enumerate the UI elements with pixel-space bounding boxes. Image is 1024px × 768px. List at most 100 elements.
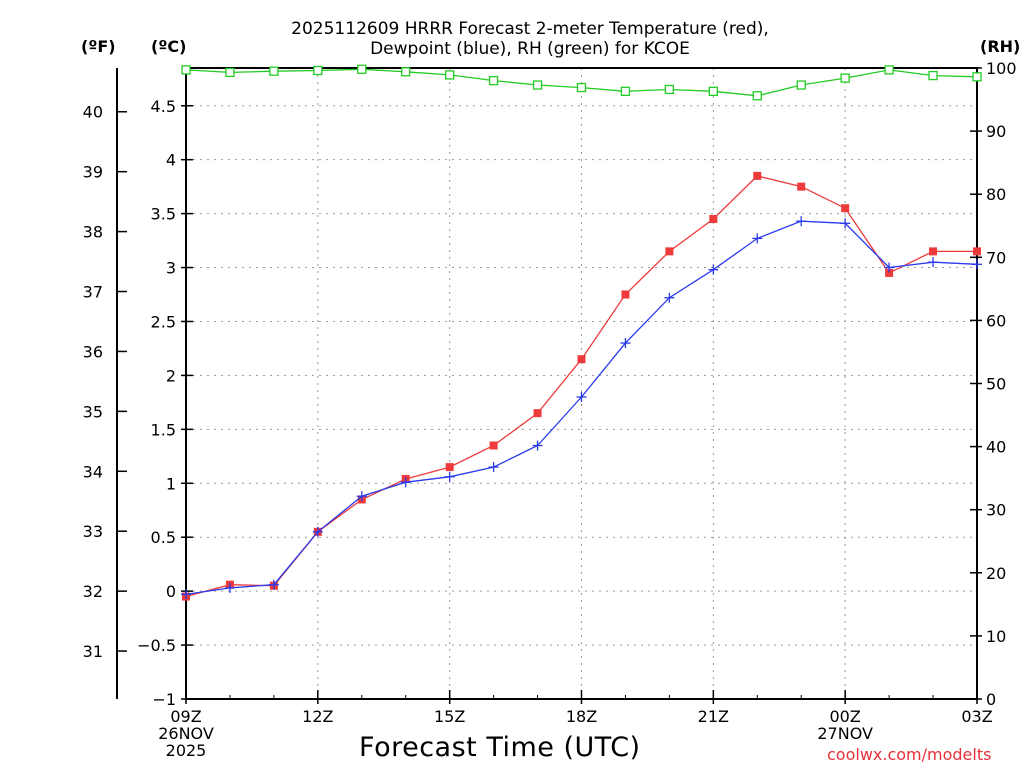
fahrenheit-tick-label: 34 <box>83 462 103 481</box>
rh-point <box>225 67 235 78</box>
time-tick-label: 09Z <box>170 707 201 726</box>
temperature-point <box>445 463 454 472</box>
celsius-tick-label: 1 <box>166 474 176 493</box>
temperature-point <box>489 441 498 450</box>
celsius-tick-label: −1 <box>152 690 176 709</box>
dewpoint-point <box>224 582 235 593</box>
dewpoint-point <box>444 471 455 482</box>
fahrenheit-tick-label: 32 <box>83 582 103 601</box>
source-credit: coolwx.com/modelts <box>827 745 992 764</box>
dewpoint-point <box>708 264 719 275</box>
dewpoint-point <box>400 477 411 488</box>
rh-point <box>928 70 938 81</box>
dewpoint-point <box>752 233 763 244</box>
rh-axis: 0 10 20 30 40 50 60 70 80 90 100 <box>970 59 1017 709</box>
time-tick-label: 15Z <box>434 707 465 726</box>
dewpoint-point <box>664 292 675 303</box>
time-tick-label: 00Z <box>830 707 861 726</box>
rh-point <box>796 80 806 90</box>
dewpoint-point <box>312 526 323 537</box>
rh-point <box>664 84 675 95</box>
rh-tick-label: 60 <box>986 311 1006 330</box>
rh-point <box>445 70 455 80</box>
temperature-point <box>709 215 718 224</box>
rh-point <box>620 86 631 96</box>
dewpoint-point <box>972 259 982 270</box>
fahrenheit-tick-label: 38 <box>83 223 103 242</box>
rh-tick-label: 30 <box>986 501 1006 520</box>
time-tick-label: 27NOV <box>817 724 873 743</box>
fahrenheit-tick-label: 39 <box>83 163 103 182</box>
rh-tick-label: 90 <box>986 122 1006 141</box>
celsius-axis: −1 −0.5 0 0.5 1 1.5 2 2.5 3 3.5 4 4.5 <box>137 97 193 709</box>
celsius-tick-label: 4.5 <box>151 97 176 116</box>
dewpoint-point <box>356 491 367 502</box>
fahrenheit-tick-label: 36 <box>83 342 103 361</box>
rh-tick-label: 20 <box>986 564 1006 583</box>
chart-title-line-2: Dewpoint (blue), RH (green) for KCOE <box>370 39 690 59</box>
rh-tick-label: 80 <box>986 185 1006 204</box>
fahrenheit-tick-label: 33 <box>83 522 103 541</box>
rh-point <box>181 65 191 75</box>
time-tick-label: 2025 <box>166 741 207 760</box>
temperature-point <box>665 247 674 256</box>
fahrenheit-tick-label: 35 <box>83 402 103 421</box>
temperature-point <box>929 247 938 256</box>
rh-tick-label: 40 <box>986 438 1006 457</box>
celsius-tick-label: 3 <box>166 259 176 278</box>
time-tick-label: 26NOV <box>158 724 214 743</box>
temperature-point <box>885 268 894 277</box>
data-series <box>181 64 982 601</box>
rh-point <box>576 82 587 93</box>
rh-point <box>752 91 762 101</box>
celsius-axis-unit: (ºC) <box>151 37 187 56</box>
rh-axis-unit: (RH) <box>980 37 1021 56</box>
celsius-tick-label: 2.5 <box>151 312 176 331</box>
rh-point <box>401 67 411 77</box>
celsius-tick-label: 4 <box>166 151 176 170</box>
celsius-tick-label: 0.5 <box>151 528 176 547</box>
temperature-point <box>533 409 542 418</box>
fahrenheit-tick-label: 37 <box>83 283 103 302</box>
rh-point <box>532 80 543 90</box>
fahrenheit-axis-unit: (ºF) <box>81 37 116 56</box>
time-tick-label: 21Z <box>698 707 729 726</box>
dewpoint-point <box>884 262 895 273</box>
rh-tick-label: 70 <box>986 248 1006 267</box>
dewpoint-point <box>268 579 279 590</box>
rh-point <box>840 73 850 83</box>
rh-tick-label: 50 <box>986 375 1006 394</box>
dewpoint-point <box>620 338 631 349</box>
rh-point <box>972 72 982 82</box>
temperature-point <box>797 182 806 191</box>
temperature-point <box>621 290 630 299</box>
temperature-point <box>577 355 586 364</box>
celsius-tick-label: 3.5 <box>151 205 176 224</box>
rh-point <box>269 66 279 76</box>
rh-tick-label: 0 <box>986 690 996 709</box>
fahrenheit-axis: 31 32 33 34 35 36 37 38 39 40 <box>83 103 127 661</box>
rh-point <box>884 65 894 75</box>
celsius-tick-label: 0 <box>166 582 176 601</box>
grid-lines <box>186 68 977 699</box>
time-tick-label: 18Z <box>566 707 597 726</box>
rh-tick-label: 100 <box>986 59 1017 78</box>
rh-point <box>708 86 718 96</box>
celsius-tick-label: −0.5 <box>137 636 176 655</box>
dewpoint-point <box>576 391 587 402</box>
rh-point <box>357 64 367 74</box>
dewpoint-point <box>181 589 191 600</box>
fahrenheit-tick-label: 31 <box>83 642 103 661</box>
dewpoint-point <box>796 216 807 227</box>
time-tick-label: 12Z <box>302 707 333 726</box>
rh-tick-label: 10 <box>986 627 1006 646</box>
time-tick-label: 03Z <box>961 707 992 726</box>
fahrenheit-tick-label: 40 <box>83 103 103 122</box>
celsius-tick-label: 2 <box>166 366 176 385</box>
dewpoint-point <box>840 218 851 229</box>
celsius-tick-label: 1.5 <box>151 420 176 439</box>
rh-point <box>488 75 499 86</box>
series-line <box>185 175 977 598</box>
